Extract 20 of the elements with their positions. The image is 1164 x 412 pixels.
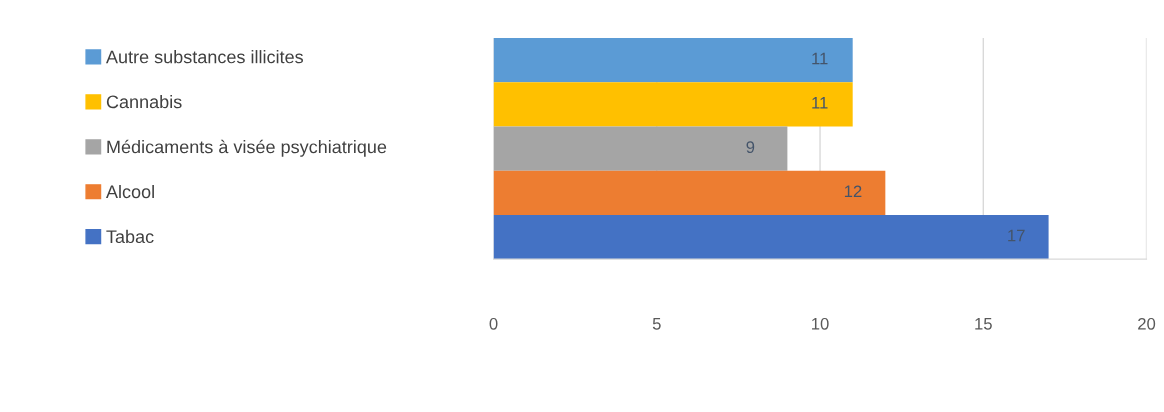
data-label: 12 bbox=[844, 185, 862, 198]
bar bbox=[493, 214, 1049, 260]
legend-label: Autre substances illicites bbox=[105, 50, 303, 64]
bar bbox=[493, 82, 853, 127]
x-tick-label: 0 bbox=[489, 317, 498, 330]
legend-label: Médicaments à visée psychiatrique bbox=[107, 139, 387, 157]
legend-label: Tabac bbox=[106, 229, 154, 244]
x-tick-label: 20 bbox=[1138, 317, 1156, 330]
legend-label: Alcool bbox=[105, 184, 154, 199]
x-tick-label: 5 bbox=[652, 318, 661, 330]
x-tick-label: 15 bbox=[975, 318, 992, 330]
bar bbox=[493, 37, 853, 83]
x-tick-label: 10 bbox=[812, 317, 829, 330]
data-label: 11 bbox=[812, 52, 828, 65]
legend-label: Cannabis bbox=[106, 94, 182, 109]
data-label: 17 bbox=[1008, 229, 1025, 242]
data-label: 11 bbox=[812, 97, 828, 109]
data-label: 9 bbox=[746, 141, 755, 153]
bar bbox=[493, 170, 886, 215]
bar bbox=[493, 126, 788, 171]
